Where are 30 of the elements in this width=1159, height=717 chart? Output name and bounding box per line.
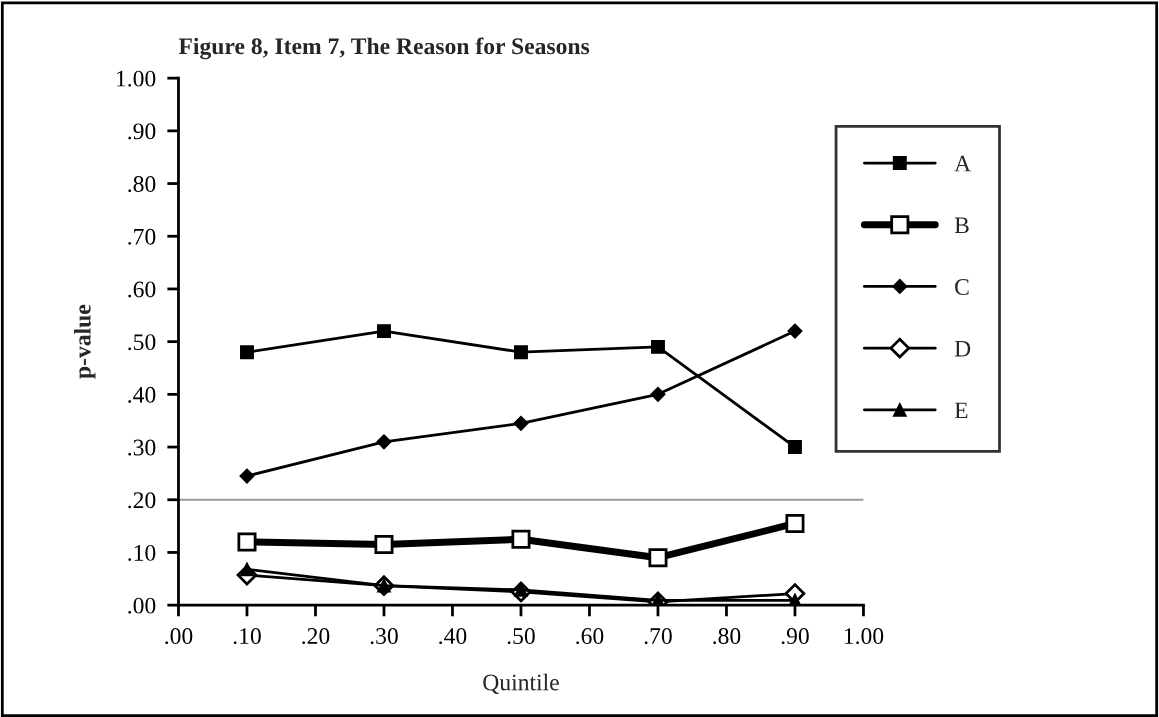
x-tick-label: .10 bbox=[233, 628, 261, 645]
y-tick-label: .80 bbox=[128, 176, 156, 193]
x-tick-label: .90 bbox=[781, 628, 809, 645]
y-tick-label: .60 bbox=[128, 281, 156, 298]
y-axis-title: p-value bbox=[74, 304, 96, 379]
y-tick-label: .90 bbox=[128, 123, 156, 140]
x-tick-label: .70 bbox=[644, 628, 672, 645]
y-tick-label: .50 bbox=[128, 334, 156, 351]
x-tick-label: .40 bbox=[439, 628, 467, 645]
x-tick-label: .00 bbox=[165, 628, 193, 645]
y-tick-label: 1.00 bbox=[117, 70, 156, 87]
x-tick-label: .20 bbox=[302, 628, 330, 645]
y-tick-label: .40 bbox=[128, 386, 156, 403]
legend-label: E bbox=[954, 402, 968, 419]
legend-label: D bbox=[954, 340, 971, 357]
x-axis-title: Quintile bbox=[483, 673, 559, 694]
x-tick-label: .60 bbox=[576, 628, 604, 645]
x-tick-label: .80 bbox=[713, 628, 741, 645]
legend-label: A bbox=[954, 155, 971, 172]
x-tick-label: .50 bbox=[507, 628, 535, 645]
y-tick-label: .30 bbox=[128, 439, 156, 456]
y-tick-label: .10 bbox=[128, 544, 156, 561]
y-tick-label: .00 bbox=[128, 597, 156, 614]
legend-label: C bbox=[955, 279, 969, 295]
legend-label: B bbox=[954, 217, 969, 234]
x-tick-label: 1.00 bbox=[844, 628, 884, 645]
y-tick-label: .70 bbox=[128, 228, 156, 245]
x-tick-label: .30 bbox=[370, 628, 398, 645]
chart-title: Figure 8, Item 7, The Reason for Seasons bbox=[178, 37, 590, 60]
y-tick-label: .20 bbox=[128, 492, 156, 509]
